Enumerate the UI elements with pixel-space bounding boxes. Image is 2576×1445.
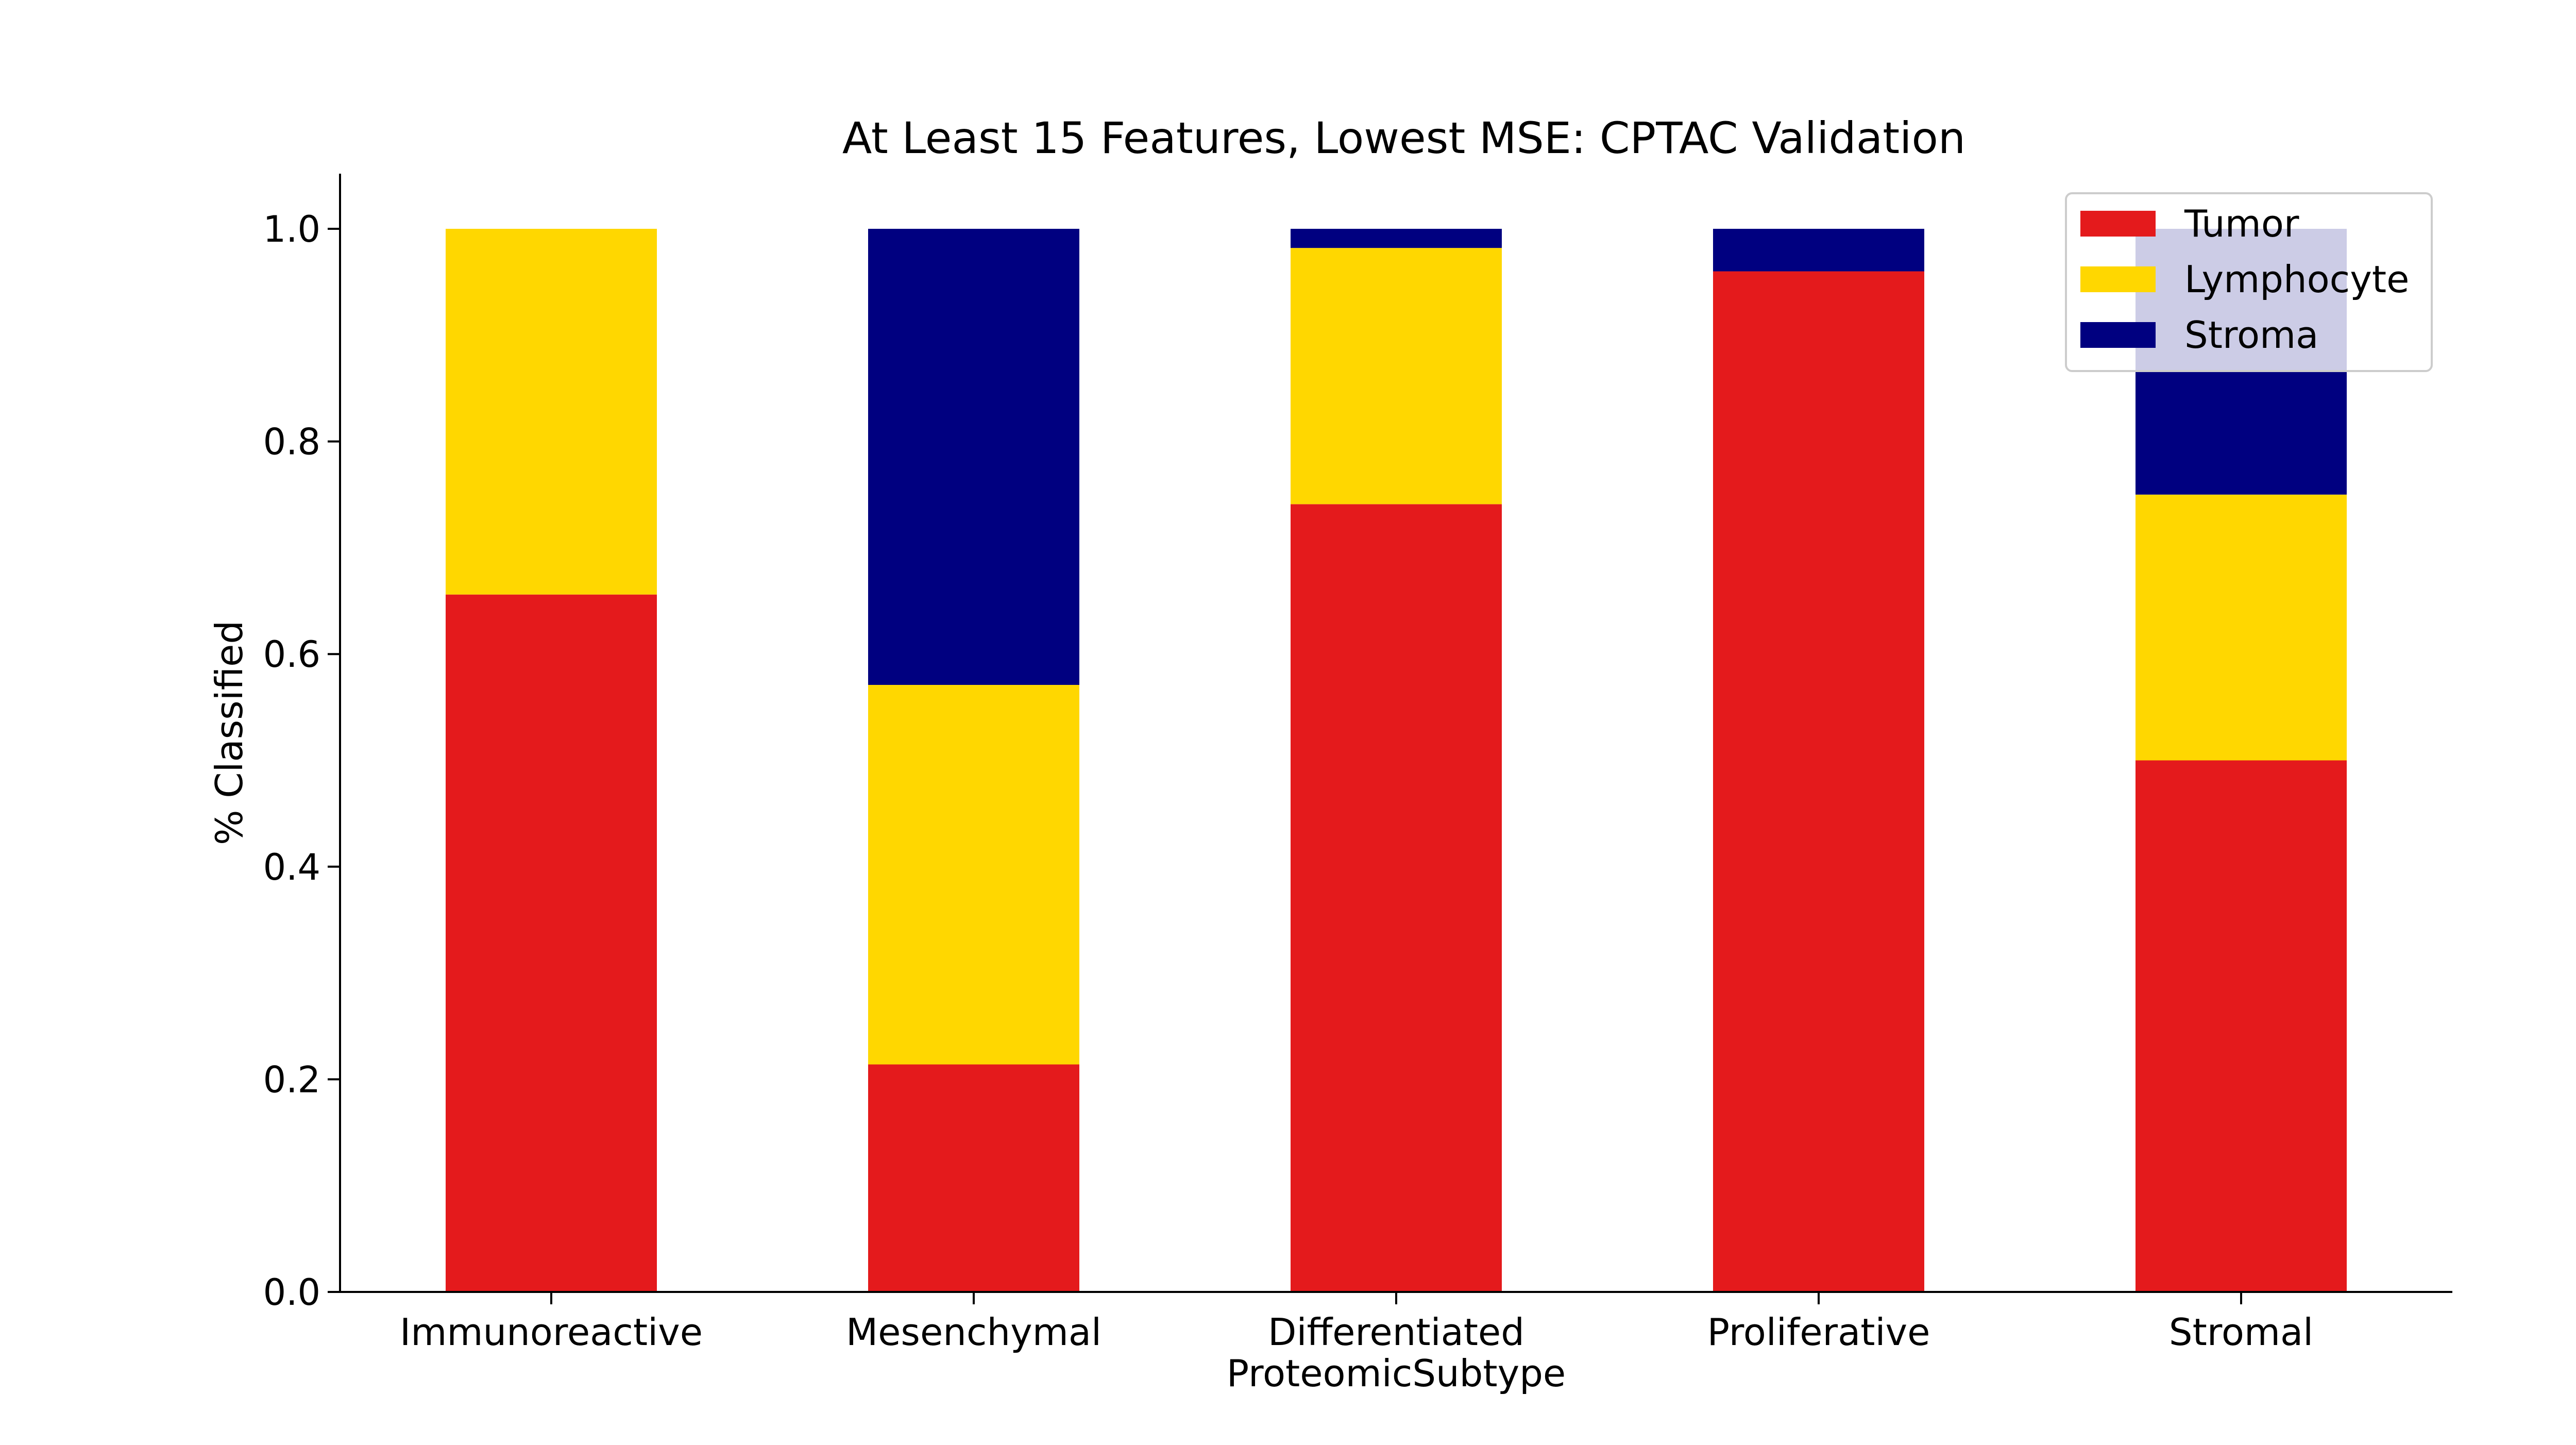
bar-tumor-mesenchymal (868, 1064, 1079, 1292)
bar-tumor-stromal (2136, 760, 2347, 1292)
x-tick-label: Stromal (2169, 1310, 2313, 1354)
bar-stroma-mesenchymal (868, 229, 1079, 685)
bars-group (446, 229, 2347, 1292)
x-tick-label: Differentiated (1268, 1310, 1524, 1354)
bar-lymphocyte-differentiated (1291, 248, 1502, 505)
bar-stroma-differentiated (1291, 229, 1502, 248)
x-tick-label: Proliferative (1707, 1310, 1930, 1354)
legend-frame (2065, 192, 2433, 372)
legend-swatch-lymphocyte (2080, 266, 2156, 292)
bar-stroma-proliferative (1713, 229, 1924, 272)
legend-label-stroma: Stroma (2184, 313, 2318, 357)
x-ticks-group: Immunoreactive Mesenchymal Differentiated P… (400, 1292, 2313, 1354)
y-tick-label: 0.4 (263, 846, 320, 888)
x-tick-label: Mesenchymal (846, 1310, 1101, 1354)
legend: Tumor Lymphocyte Stroma (2065, 192, 2433, 372)
legend-label-tumor: Tumor (2184, 202, 2299, 245)
y-tick-label: 0.6 (263, 633, 320, 676)
x-tick-label: Immunoreactive (400, 1310, 703, 1354)
y-axis-label: % Classified (208, 620, 251, 845)
chart-title: At Least 15 Features, Lowest MSE: CPTAC … (842, 113, 1965, 163)
bar-lymphocyte-immunoreactive (446, 229, 657, 595)
legend-swatch-stroma (2080, 322, 2156, 348)
y-tick-label: 0.2 (263, 1058, 320, 1101)
x-axis-label: ProteomicSubtype (1227, 1352, 1566, 1395)
bar-tumor-proliferative (1713, 271, 1924, 1292)
bar-lymphocyte-mesenchymal (868, 685, 1079, 1065)
legend-swatch-tumor (2080, 211, 2156, 237)
y-tick-label: 1.0 (263, 208, 320, 250)
bar-lymphocyte-stromal (2136, 494, 2347, 761)
y-tick-label: 0.8 (263, 421, 320, 463)
bar-tumor-immunoreactive (446, 594, 657, 1292)
y-ticks-group: 0.0 0.2 0.4 0.6 0.8 1.0 (263, 208, 340, 1314)
legend-label-lymphocyte: Lymphocyte (2184, 258, 2409, 301)
y-tick-label: 0.0 (263, 1271, 320, 1314)
bar-tumor-differentiated (1291, 504, 1502, 1292)
